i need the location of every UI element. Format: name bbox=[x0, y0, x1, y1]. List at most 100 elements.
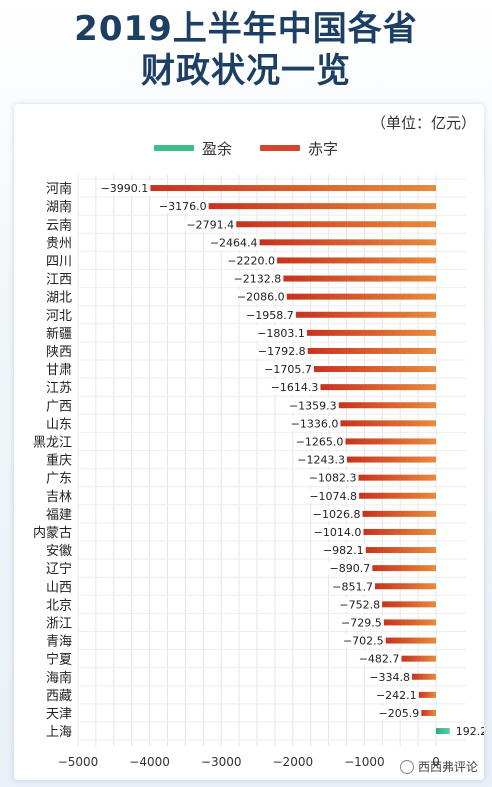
title-line-1: 2019上半年中国各省 bbox=[74, 9, 418, 49]
bar-重庆 bbox=[346, 456, 436, 463]
value-label: −1705.7 bbox=[264, 363, 312, 376]
category-label: 福建 bbox=[46, 508, 72, 523]
category-label: 海南 bbox=[46, 670, 72, 686]
category-label: 北京 bbox=[46, 598, 72, 613]
category-label: 陕西 bbox=[46, 345, 72, 360]
value-label: −1803.1 bbox=[257, 327, 305, 340]
value-label-background bbox=[269, 380, 321, 395]
value-label-background bbox=[157, 199, 209, 214]
category-label: 天津 bbox=[46, 707, 72, 722]
value-label-background bbox=[357, 651, 402, 666]
value-label-background bbox=[256, 343, 308, 358]
x-tick-label: −4000 bbox=[129, 755, 170, 769]
title-line-2: 财政状况一览 bbox=[141, 51, 351, 91]
bar-河南 bbox=[150, 185, 436, 192]
legend-swatch-surplus bbox=[154, 145, 194, 151]
category-label: 河南 bbox=[46, 181, 72, 197]
bar-浙江 bbox=[383, 619, 436, 626]
value-label-background bbox=[287, 398, 339, 413]
value-label: −752.8 bbox=[339, 598, 380, 611]
value-label-background bbox=[226, 253, 278, 268]
category-label: 山西 bbox=[46, 580, 72, 595]
value-label: −205.9 bbox=[379, 707, 420, 720]
watermark-text: 西西弗评论 bbox=[417, 760, 478, 774]
bar-贵州 bbox=[259, 239, 436, 246]
value-label-background bbox=[328, 561, 373, 576]
value-label: −1792.8 bbox=[258, 345, 306, 358]
bar-四川 bbox=[277, 257, 436, 264]
category-label: 新疆 bbox=[46, 326, 72, 342]
value-labels: −3990.1 −3176.0 −2791.4 −2464.4 −2220.0 −2132… bbox=[99, 181, 484, 739]
category-label: 宁夏 bbox=[46, 652, 72, 668]
value-label: −1243.3 bbox=[297, 454, 345, 467]
value-label: −2132.8 bbox=[234, 273, 282, 286]
bar-江西 bbox=[283, 275, 436, 282]
chart-panel: （单位：亿元） 盈余 赤字 河南 湖南 云南 贵州 四川 江西 湖北 河北 新疆 陕西 甘肃 江苏 广西山… bbox=[14, 104, 484, 780]
value-label: −1026.8 bbox=[313, 508, 361, 521]
value-label: −1074.8 bbox=[309, 490, 357, 503]
x-tick-label: −1000 bbox=[344, 755, 385, 769]
category-label: 广西 bbox=[46, 399, 72, 414]
value-label-background bbox=[330, 579, 376, 594]
bar-海南 bbox=[412, 673, 436, 680]
bar-新疆 bbox=[306, 329, 436, 336]
category-label: 甘肃 bbox=[46, 363, 72, 378]
value-label: −1082.3 bbox=[309, 472, 357, 485]
value-label-background bbox=[377, 705, 422, 720]
value-label: −1265.0 bbox=[296, 435, 344, 448]
value-label-background bbox=[262, 362, 314, 377]
bar-chart: （单位：亿元） 盈余 赤字 河南湖南云南贵州四川江西湖北河北新疆陕西甘肃江苏广西山… bbox=[33, 114, 484, 769]
bar-黑龙江 bbox=[345, 438, 436, 445]
legend-label-deficit: 赤字 bbox=[308, 140, 338, 158]
category-label: 吉林 bbox=[46, 490, 72, 505]
bar-河北 bbox=[295, 311, 436, 318]
bar-上海 bbox=[436, 728, 450, 735]
value-label-background bbox=[339, 615, 384, 630]
x-tick-label: −3000 bbox=[201, 755, 242, 769]
chart-title: 2019上半年中国各省 财政状况一览 bbox=[0, 8, 492, 92]
bars bbox=[150, 185, 450, 735]
value-label: −2220.0 bbox=[227, 254, 275, 267]
value-label-background bbox=[185, 217, 237, 232]
category-label: 重庆 bbox=[46, 453, 72, 469]
value-label: −3990.1 bbox=[101, 182, 149, 195]
bar-湖南 bbox=[208, 203, 436, 210]
category-label: 浙江 bbox=[46, 616, 72, 631]
value-label: −890.7 bbox=[330, 562, 371, 575]
value-label-background bbox=[307, 470, 359, 485]
value-label-background bbox=[374, 687, 419, 702]
bar-内蒙古 bbox=[363, 528, 436, 535]
value-label-background bbox=[296, 452, 347, 467]
category-label: 四川 bbox=[46, 254, 72, 269]
x-tick-label: 0 bbox=[432, 755, 440, 769]
value-label: −1014.0 bbox=[314, 526, 362, 539]
value-label: 192.2 bbox=[456, 725, 484, 738]
value-label: −1958.7 bbox=[246, 309, 294, 322]
category-label: 西藏 bbox=[46, 689, 72, 704]
bar-广东 bbox=[358, 474, 436, 481]
value-label-background bbox=[337, 597, 383, 612]
value-label: −3176.0 bbox=[159, 200, 207, 213]
value-label: −334.8 bbox=[369, 671, 410, 684]
value-label-background bbox=[311, 506, 363, 521]
bar-青海 bbox=[385, 637, 436, 644]
value-label-background bbox=[308, 488, 360, 503]
value-label: −2464.4 bbox=[210, 236, 258, 249]
bar-安徽 bbox=[365, 547, 436, 554]
x-tick-label: −5000 bbox=[58, 755, 99, 769]
category-label: 湖南 bbox=[46, 199, 72, 215]
value-label-background bbox=[341, 633, 386, 648]
bar-云南 bbox=[236, 221, 436, 228]
category-label: 湖北 bbox=[46, 291, 72, 306]
category-label: 青海 bbox=[46, 635, 72, 650]
category-label: 安徽 bbox=[46, 544, 72, 559]
bar-山西 bbox=[375, 583, 436, 590]
bar-北京 bbox=[382, 601, 436, 608]
value-label: −851.7 bbox=[332, 580, 373, 593]
category-label: 辽宁 bbox=[46, 561, 72, 577]
category-label: 山东 bbox=[46, 417, 72, 432]
category-label: 广东 bbox=[46, 472, 72, 487]
value-label: −702.5 bbox=[343, 635, 384, 648]
bar-广西 bbox=[338, 402, 436, 409]
value-label-background bbox=[312, 524, 364, 539]
